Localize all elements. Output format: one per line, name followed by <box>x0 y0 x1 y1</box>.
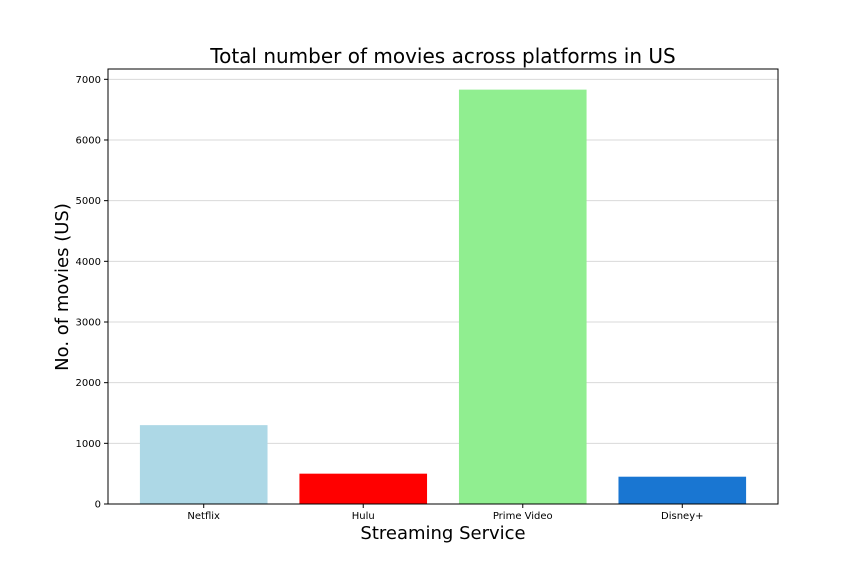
y-tick-label: 7000 <box>76 75 101 86</box>
y-tick-label: 1000 <box>76 439 101 450</box>
x-tick-label: Hulu <box>352 511 375 522</box>
bars <box>139 89 747 504</box>
y-tick-label: 3000 <box>76 317 101 328</box>
bar-hulu <box>299 473 428 504</box>
y-axis-ticks: 0 1000 2000 3000 4000 5000 6000 7000 <box>76 75 108 511</box>
x-tick-label: Prime Video <box>493 511 553 522</box>
x-tick-label: Netflix <box>187 511 220 522</box>
chart-title: Total number of movies across platforms … <box>209 44 675 68</box>
y-axis-label: No. of movies (US) <box>52 203 73 371</box>
y-tick-label: 6000 <box>76 135 101 146</box>
bar-prime-video <box>458 89 587 504</box>
x-tick-label: Disney+ <box>661 511 703 522</box>
x-axis-label: Streaming Service <box>360 523 525 544</box>
y-tick-label: 0 <box>95 500 101 511</box>
bar-netflix <box>139 425 268 504</box>
y-tick-label: 4000 <box>76 257 101 268</box>
x-axis-ticks: Netflix Hulu Prime Video Disney+ <box>187 504 704 522</box>
plot-frame <box>107 68 779 505</box>
gridlines <box>108 78 778 444</box>
y-tick-label: 2000 <box>76 378 101 389</box>
y-tick-label: 5000 <box>76 196 101 207</box>
bar-disney- <box>618 476 747 504</box>
